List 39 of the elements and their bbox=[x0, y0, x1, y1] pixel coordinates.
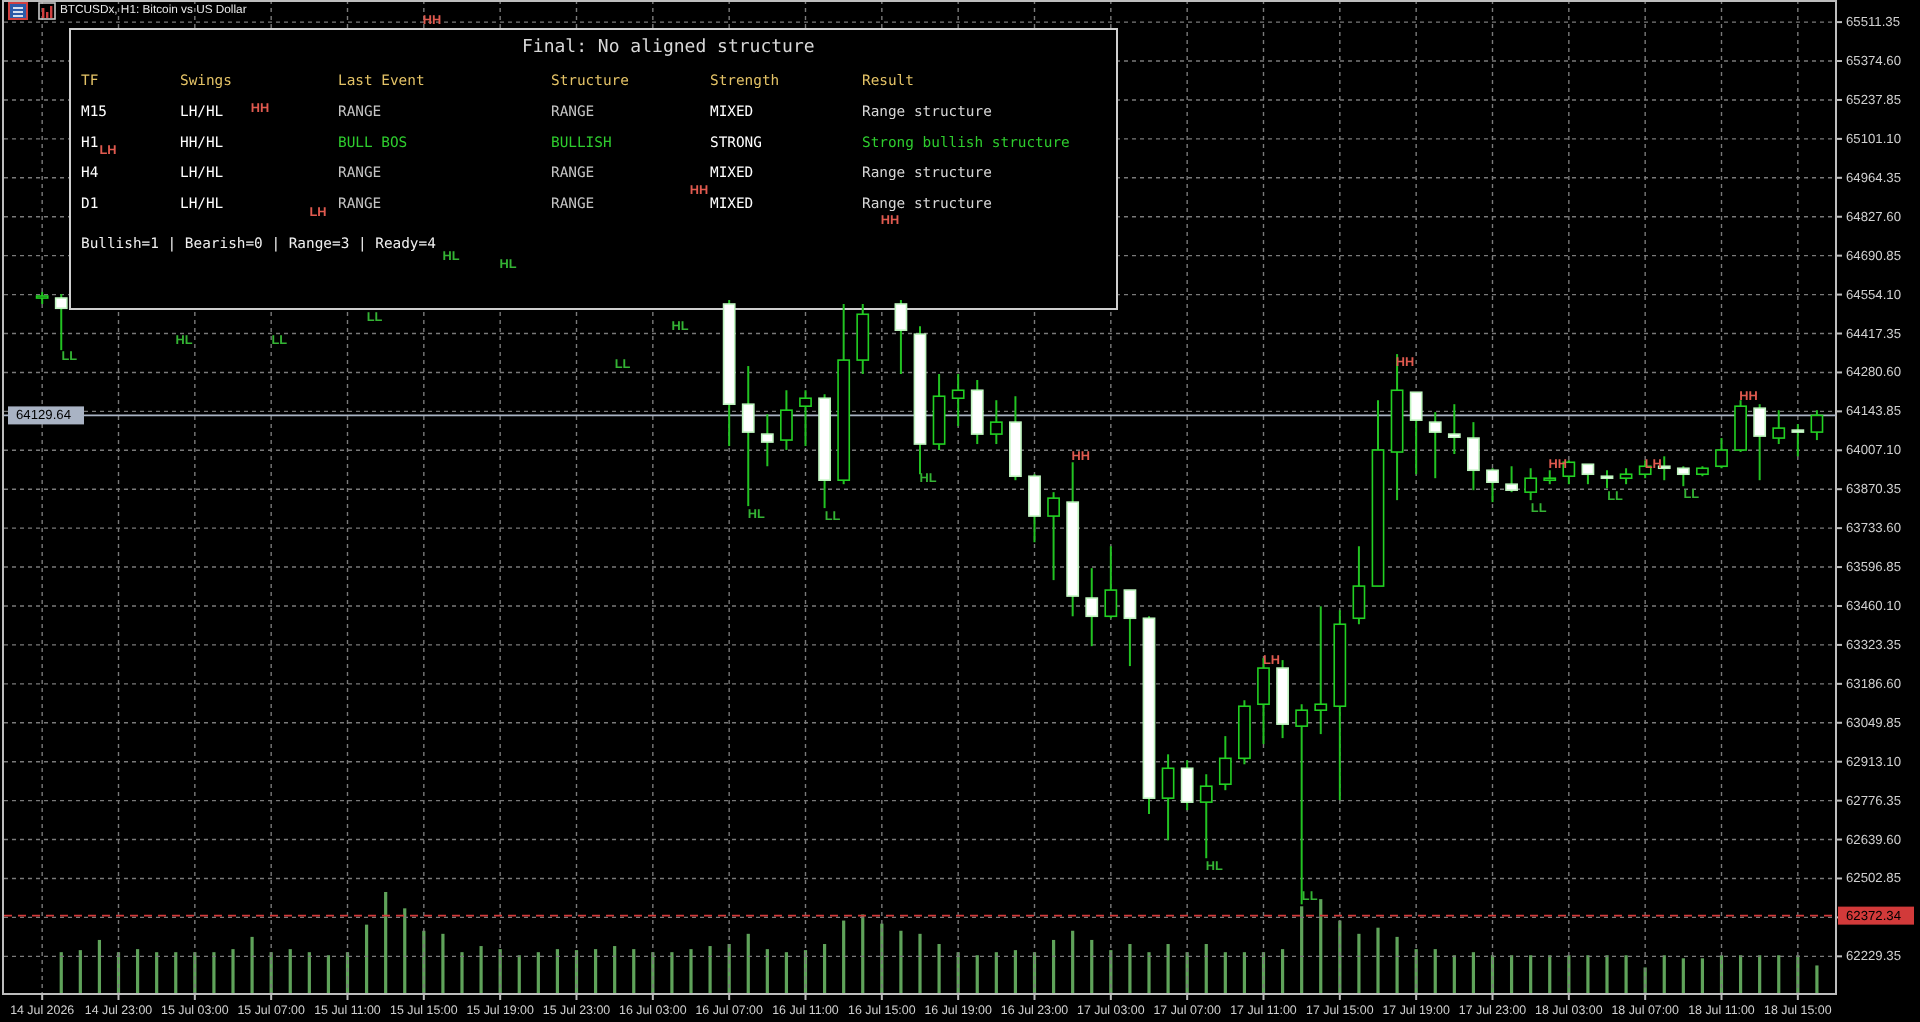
text: Final: No aligned structure bbox=[522, 38, 815, 58]
candlestick bbox=[1123, 589, 1137, 668]
candlestick bbox=[1085, 567, 1099, 648]
candlestick bbox=[1562, 459, 1576, 486]
candlestick bbox=[894, 299, 908, 376]
candlestick bbox=[1161, 753, 1175, 842]
candlestick bbox=[1810, 409, 1824, 442]
candlestick bbox=[1486, 467, 1499, 504]
candlestick bbox=[1791, 423, 1805, 458]
candlestick bbox=[951, 373, 965, 428]
candlestick bbox=[1753, 403, 1767, 482]
candlestick bbox=[1657, 455, 1671, 482]
candlestick bbox=[1352, 545, 1366, 626]
candlestick bbox=[1772, 409, 1786, 446]
candlestick bbox=[1467, 421, 1480, 492]
candlestick bbox=[1524, 467, 1538, 502]
candlestick bbox=[1218, 735, 1232, 792]
candlestick bbox=[1428, 411, 1442, 480]
candlestick bbox=[1028, 473, 1041, 544]
candlestick bbox=[1047, 491, 1060, 582]
candlestick bbox=[1715, 437, 1728, 470]
candlestick bbox=[1180, 759, 1194, 812]
candlestick bbox=[970, 379, 984, 446]
candlestick bbox=[760, 413, 774, 468]
candlestick bbox=[1676, 465, 1690, 488]
candlestick bbox=[1409, 391, 1423, 476]
candlestick bbox=[1104, 545, 1118, 620]
candlestick bbox=[1505, 465, 1518, 494]
candlestick bbox=[799, 389, 812, 448]
candlestick bbox=[780, 389, 793, 452]
candlestick bbox=[1314, 605, 1328, 736]
candlestick bbox=[54, 293, 68, 352]
candlestick bbox=[989, 399, 1003, 446]
candlestick bbox=[1581, 463, 1595, 486]
candlestick bbox=[1199, 773, 1213, 860]
candlestick bbox=[1734, 399, 1747, 454]
candlestick bbox=[932, 373, 946, 452]
candlestick bbox=[1447, 403, 1461, 456]
candlestick bbox=[741, 365, 755, 508]
